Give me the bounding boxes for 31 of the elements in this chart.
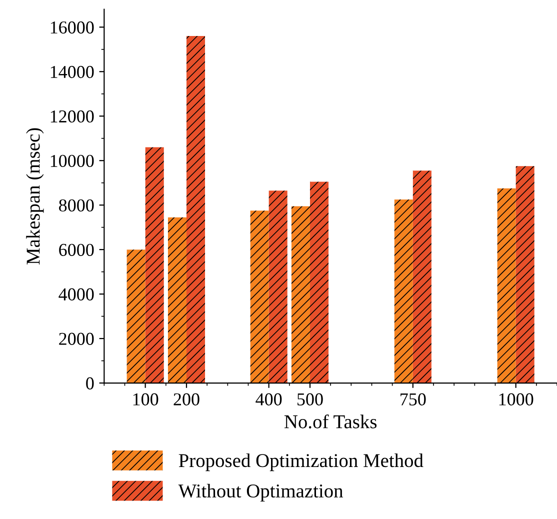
x-tick-label: 750 (400, 393, 426, 406)
x-tick-label: 400 (256, 393, 282, 406)
bar (186, 36, 206, 384)
y-tick-label: 4000 (58, 288, 94, 300)
y-tick-label: 0 (86, 377, 94, 390)
y-tick-label: 10000 (50, 154, 94, 168)
x-tick-label: 200 (174, 393, 200, 406)
bar (268, 190, 288, 384)
y-tick-label: 6000 (59, 244, 94, 256)
x-tick-label: 100 (133, 393, 158, 406)
y-tick-label: 2000 (59, 332, 94, 345)
legend-label: Without Optimaztion (178, 484, 344, 502)
y-tick-label: 16000 (50, 21, 94, 34)
bar (516, 166, 534, 384)
bar (168, 217, 186, 384)
bar (250, 210, 269, 384)
x-axis-title: No.of Tasks (284, 414, 377, 428)
x-tick-label: 1000 (499, 393, 534, 406)
bar (412, 170, 432, 384)
bar (126, 250, 146, 384)
bar (310, 182, 329, 384)
y-tick-label: 8000 (59, 199, 94, 212)
bar (145, 147, 164, 384)
legend-label: Proposed Optimization Method (178, 453, 424, 472)
x-tick-label: 500 (298, 393, 323, 406)
bar (394, 200, 413, 384)
y-tick-label: 14000 (50, 66, 94, 78)
bar (497, 188, 516, 384)
y-tick-label: 12000 (50, 110, 94, 123)
y-axis-title: Makespan (msec) (26, 128, 44, 264)
bar (291, 206, 310, 384)
